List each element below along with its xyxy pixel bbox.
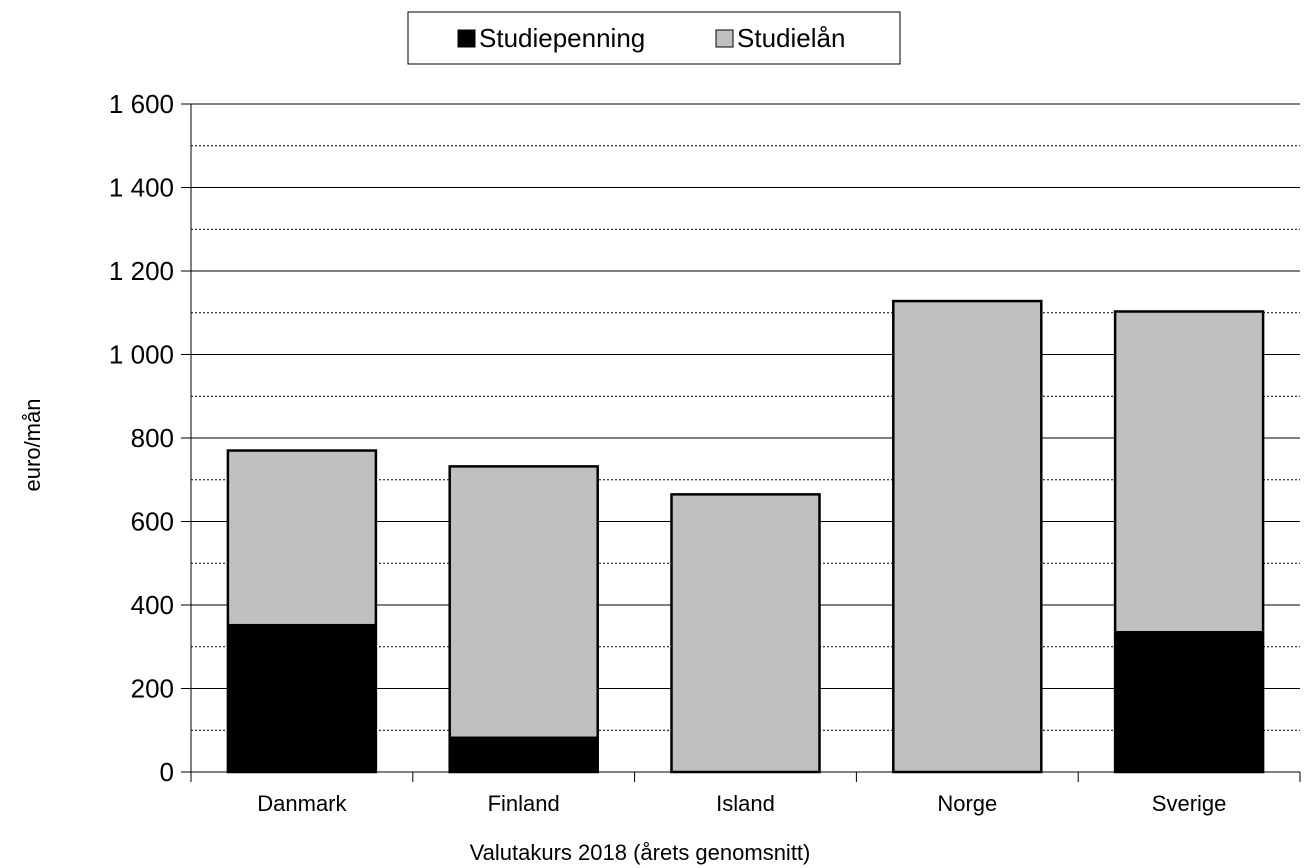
bar-studiel-n-island (671, 494, 820, 772)
x-tick-label-finland: Finland (488, 791, 560, 816)
bar-studiepenning-finland (449, 736, 598, 772)
axes (181, 103, 1301, 782)
y-tick-label: 1 600 (109, 89, 174, 119)
y-tick-label: 800 (131, 423, 174, 453)
legend-box (407, 11, 901, 65)
bar-studiepenning-danmark (227, 623, 376, 772)
y-tick-labels: 0 200 400 600 800 1 000 1 200 1 400 1 600 (109, 89, 174, 787)
y-axis-title: euro/mån (20, 399, 45, 492)
bar-studiel-n-norge (893, 301, 1042, 772)
y-tick-label: 1 000 (109, 340, 174, 370)
y-tick-label: 1 200 (109, 256, 174, 286)
x-tick-label-danmark: Danmark (257, 791, 347, 816)
y-tick-label: 0 (160, 757, 174, 787)
legend-label-2: Studielån (737, 23, 845, 53)
y-tick-label: 1 400 (109, 173, 174, 203)
x-axis-title: Valutakurs 2018 (årets genomsnitt) (470, 840, 811, 865)
bar-studiel-n-finland (449, 466, 598, 737)
x-tick-label-norge: Norge (937, 791, 997, 816)
y-tick-label: 400 (131, 590, 174, 620)
bar-studiepenning-sverige (1115, 630, 1264, 772)
x-tick-labels: Danmark Finland Island Norge Sverige (257, 791, 1226, 816)
legend-swatch-2 (715, 29, 734, 48)
bars (226, 299, 1265, 774)
bar-studiel-n-danmark (227, 450, 376, 624)
bar-studiel-n-sverige (1115, 311, 1264, 631)
legend: Studiepenning Studielån (407, 11, 901, 65)
legend-swatch-1 (457, 29, 476, 48)
x-tick-label-island: Island (716, 791, 775, 816)
x-tick-label-sverige: Sverige (1152, 791, 1227, 816)
y-tick-label: 200 (131, 674, 174, 704)
y-tick-label: 600 (131, 507, 174, 537)
legend-label-1: Studiepenning (479, 23, 645, 53)
